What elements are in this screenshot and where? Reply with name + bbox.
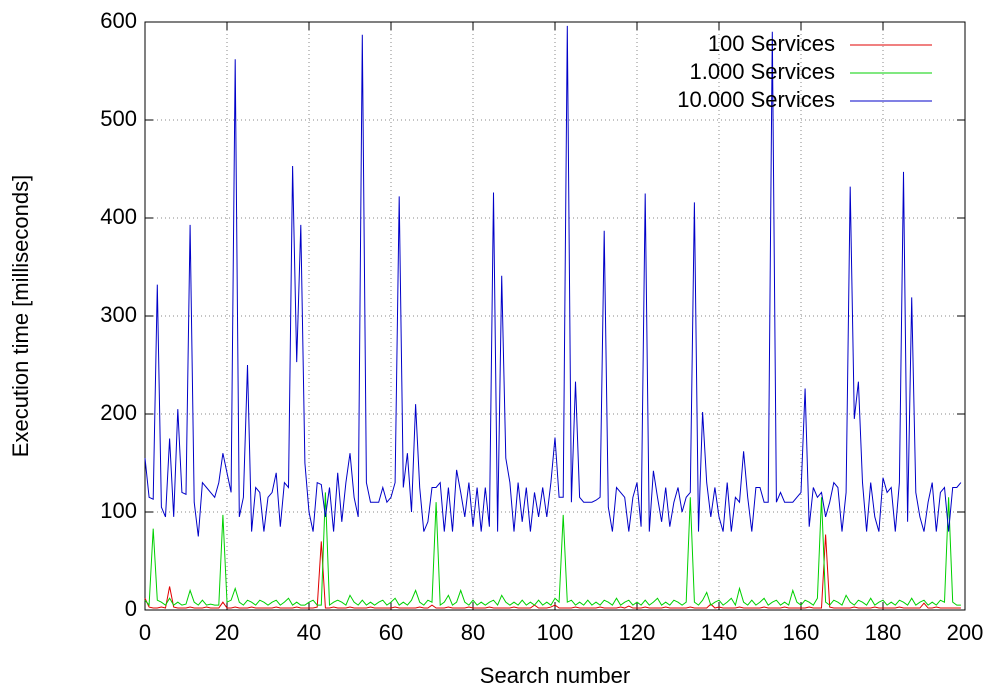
x-tick-label: 40 [297,620,321,645]
x-axis-label: Search number [480,663,630,688]
legend-label: 10.000 Services [677,87,835,112]
y-tick-label: 500 [100,106,137,131]
series-line [144,25,962,537]
x-tick-label: 60 [379,620,403,645]
y-tick-label: 400 [100,204,137,229]
x-tick-label: 200 [947,620,984,645]
x-tick-label: 180 [865,620,902,645]
y-axis-label: Execution time [milliseconds] [8,175,33,457]
y-tick-label: 300 [100,302,137,327]
x-tick-label: 100 [537,620,574,645]
y-tick-label: 0 [125,596,137,621]
x-tick-label: 80 [461,620,485,645]
series-line [144,492,961,607]
x-tick-label: 160 [783,620,820,645]
x-tick-label: 0 [139,620,151,645]
y-tick-label: 200 [100,400,137,425]
plot-frame [144,21,966,611]
series-line [144,534,961,609]
y-tick-label: 100 [100,498,137,523]
legend-label: 100 Services [708,31,835,56]
x-tick-label: 140 [701,620,738,645]
legend-label: 1.000 Services [689,59,835,84]
y-tick-label: 600 [100,8,137,33]
x-tick-label: 20 [215,620,239,645]
x-tick-label: 120 [619,620,656,645]
